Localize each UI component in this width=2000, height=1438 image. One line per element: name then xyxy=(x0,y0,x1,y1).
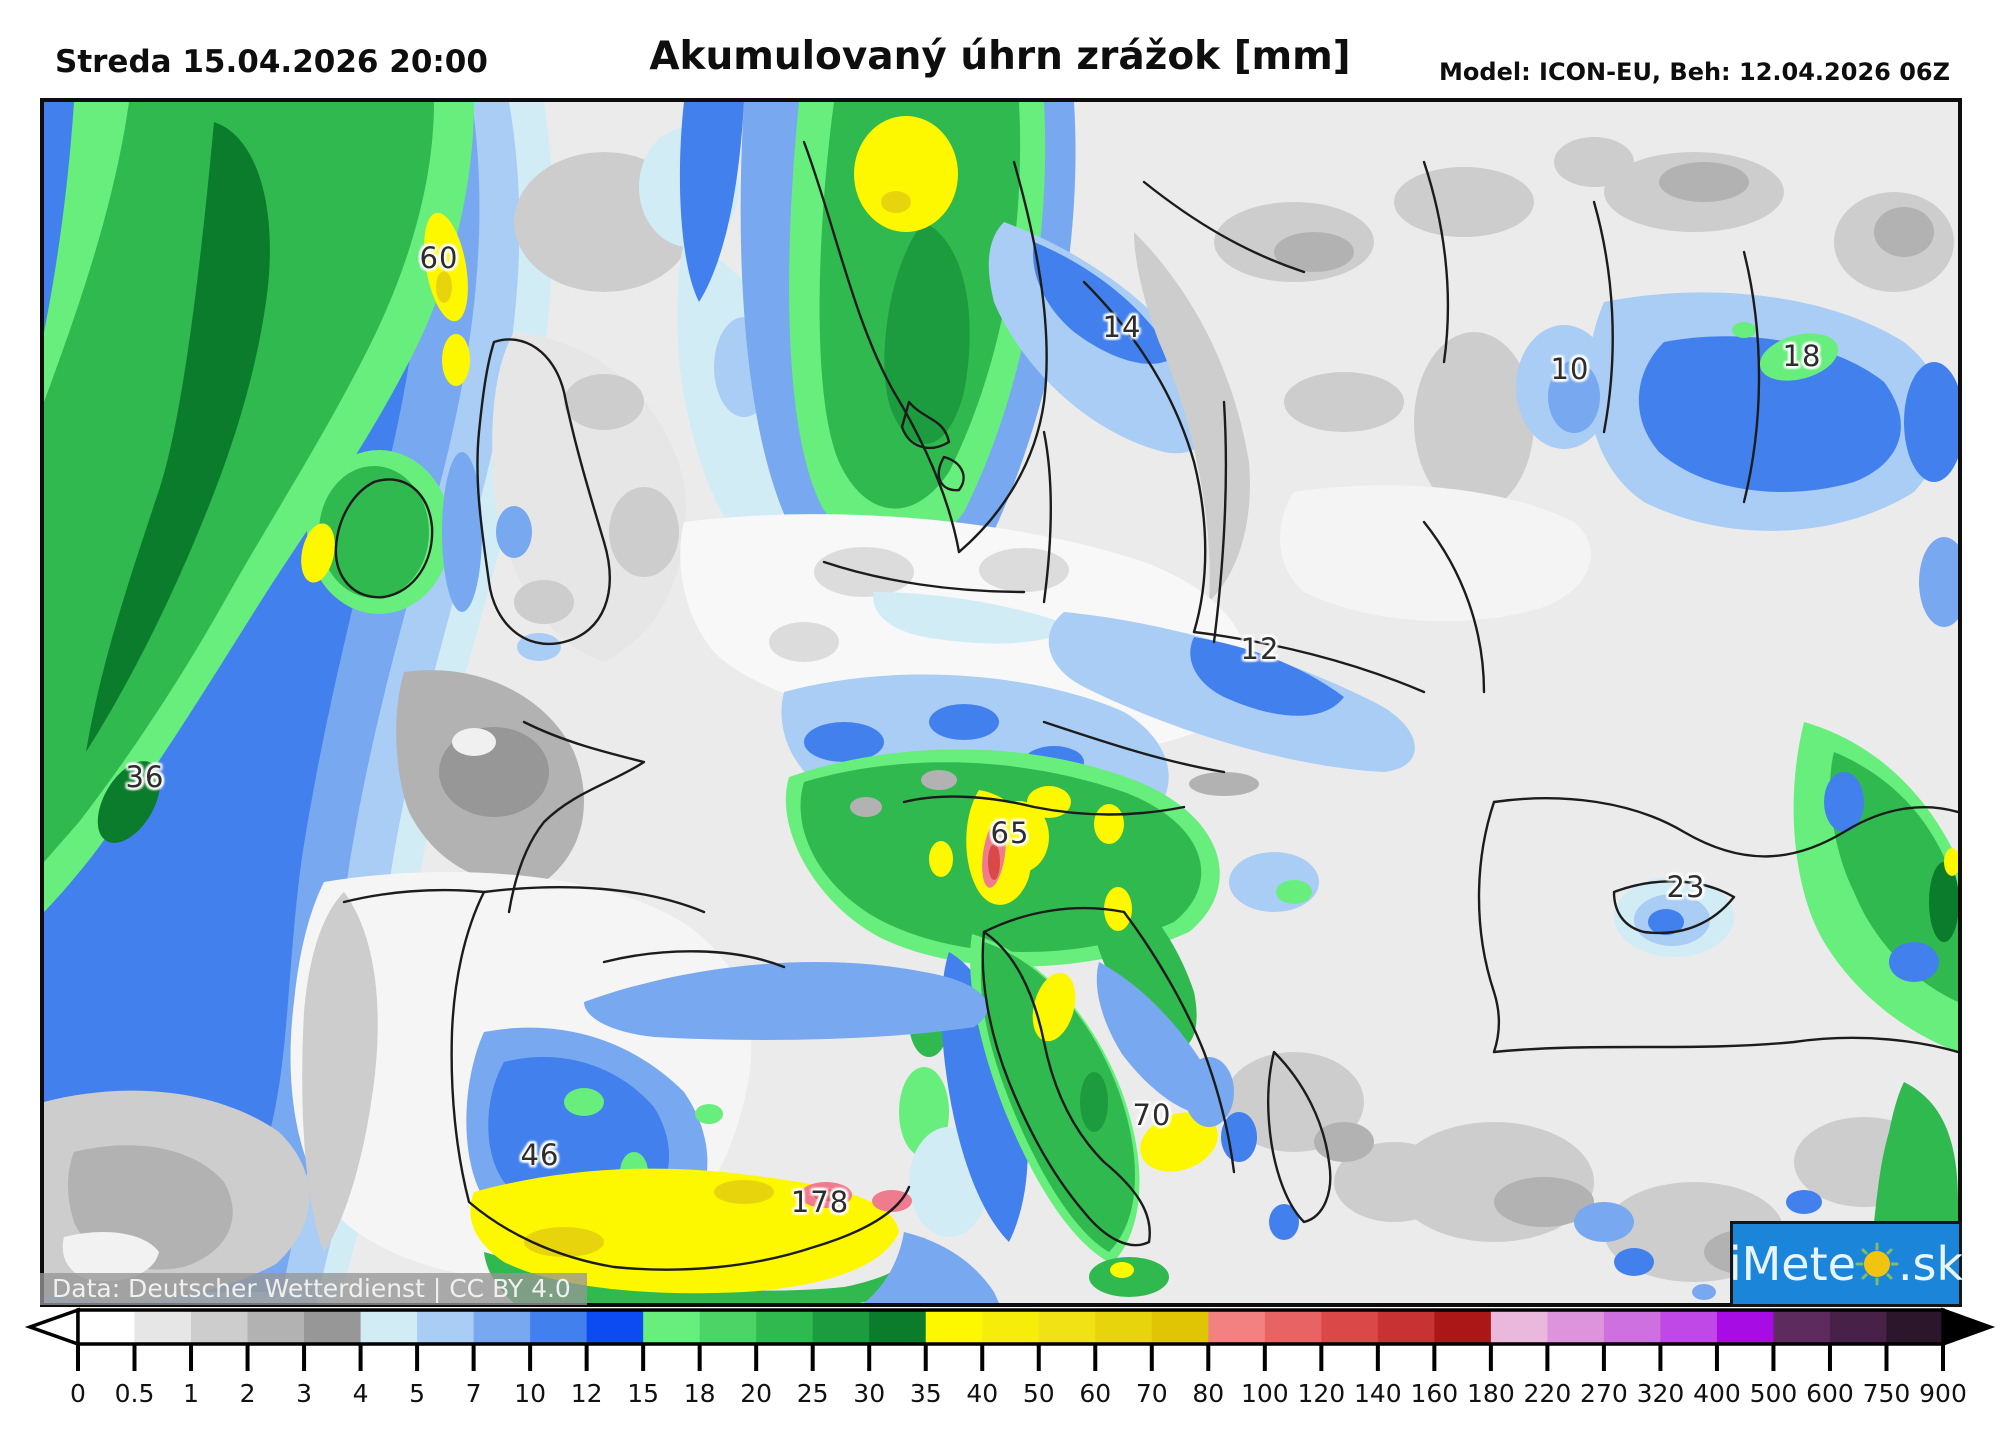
legend-bin xyxy=(1321,1310,1379,1344)
logo-text-post: .sk xyxy=(1897,1237,1964,1291)
legend-bin xyxy=(247,1310,305,1344)
legend-tick-label: 30 xyxy=(853,1379,885,1408)
legend-tick-label: 3 xyxy=(296,1379,312,1408)
legend-tick-label: 70 xyxy=(1136,1379,1168,1408)
legend-tick-label: 7 xyxy=(466,1379,482,1408)
legend-tick-label: 500 xyxy=(1750,1379,1798,1408)
legend-tick-label: 20 xyxy=(740,1379,772,1408)
legend-tick-label: 2 xyxy=(240,1379,256,1408)
legend-tick-label: 220 xyxy=(1524,1379,1572,1408)
legend-colorbar: 0 0.5 1 2 3 4 5 7 10 12 15 18 20 25 30 35 40 50 60 70 80 100 1… xyxy=(24,1307,1996,1408)
legend-tick-label: 0.5 xyxy=(115,1379,155,1408)
legend-bin xyxy=(78,1310,136,1344)
legend-bin xyxy=(1716,1310,1775,1344)
legend-bin xyxy=(417,1310,475,1344)
legend-bin xyxy=(1547,1310,1605,1344)
legend-tick-label: 900 xyxy=(1919,1379,1967,1408)
precipitation-field xyxy=(44,102,1958,1303)
legend-tick-label: 25 xyxy=(797,1379,829,1408)
legend-tick-label: 35 xyxy=(910,1379,942,1408)
legend-tick-label: 400 xyxy=(1693,1379,1741,1408)
legend-bin xyxy=(982,1310,1040,1344)
legend-bin xyxy=(1095,1310,1153,1344)
legend-bin xyxy=(756,1310,814,1344)
legend-bin xyxy=(812,1310,870,1344)
legend-bin xyxy=(1660,1310,1718,1344)
country-borders xyxy=(334,140,1958,1271)
legend-bin xyxy=(1151,1310,1209,1344)
precipitation-map: 60 14 10 18 36 12 65 23 46 70 178 Data: Deutscher … xyxy=(40,98,1964,1307)
legend-tick-label: 270 xyxy=(1580,1379,1628,1408)
legend-bin xyxy=(473,1310,531,1344)
model-run-info: Model: ICON-EU, Beh: 12.04.2026 06Z xyxy=(1439,58,1950,86)
legend-bar-border xyxy=(76,1308,1945,1346)
legend-bin xyxy=(1377,1310,1435,1344)
legend-bin xyxy=(134,1310,192,1344)
legend-bin xyxy=(643,1310,701,1344)
legend-tick-label: 100 xyxy=(1241,1379,1289,1408)
legend-bin xyxy=(699,1310,757,1344)
legend-bin xyxy=(530,1310,588,1344)
legend-bin xyxy=(925,1310,983,1344)
data-attribution: Data: Deutscher Wetterdienst | CC BY 4.0 xyxy=(40,1273,587,1305)
legend-tick-label: 750 xyxy=(1863,1379,1911,1408)
legend-bin xyxy=(1773,1310,1831,1344)
legend-tick-label: 140 xyxy=(1354,1379,1402,1408)
valid-datetime: Streda 15.04.2026 20:00 xyxy=(55,44,488,80)
legend-bin xyxy=(869,1310,927,1344)
legend-tick-label: 18 xyxy=(684,1379,716,1408)
legend-tick-label: 180 xyxy=(1467,1379,1515,1408)
legend-bin xyxy=(304,1310,362,1344)
legend-tick-label: 600 xyxy=(1806,1379,1854,1408)
legend-bin xyxy=(1264,1310,1322,1344)
legend-bin xyxy=(1038,1310,1096,1344)
legend-bin xyxy=(191,1310,249,1344)
legend-tick-label: 160 xyxy=(1411,1379,1459,1408)
legend-tick-label: 10 xyxy=(514,1379,546,1408)
legend-tick-label: 12 xyxy=(571,1379,603,1408)
legend-tick-label: 4 xyxy=(353,1379,369,1408)
legend-bin xyxy=(1208,1310,1266,1344)
legend-bin xyxy=(1829,1310,1888,1344)
page-title: Akumulovaný úhrn zrážok [mm] xyxy=(649,34,1351,79)
legend-tick-label: 60 xyxy=(1079,1379,1111,1408)
legend-tick-label: 320 xyxy=(1637,1379,1685,1408)
legend-tick-label: 40 xyxy=(966,1379,998,1408)
legend-bin xyxy=(1434,1310,1492,1344)
legend-bin xyxy=(1603,1310,1662,1344)
legend-tick-label: 80 xyxy=(1192,1379,1224,1408)
logo-text-pre: iMete xyxy=(1728,1237,1856,1291)
imeteo-logo: iMete .sk xyxy=(1728,1221,1964,1307)
legend-tick-label: 15 xyxy=(627,1379,659,1408)
legend-bin xyxy=(1886,1310,1944,1344)
legend-bin xyxy=(586,1310,644,1344)
legend-arrow-right xyxy=(1941,1307,1996,1347)
legend-tick-label: 0 xyxy=(70,1379,86,1408)
legend-tick-label: 5 xyxy=(409,1379,425,1408)
legend-arrow-left xyxy=(24,1307,80,1347)
legend-bin xyxy=(360,1310,418,1344)
sun-icon xyxy=(1855,1242,1899,1293)
legend-tick-label: 120 xyxy=(1297,1379,1345,1408)
legend-bin xyxy=(1490,1310,1548,1344)
legend-tick-label: 1 xyxy=(183,1379,199,1408)
legend-tick-label: 50 xyxy=(1023,1379,1055,1408)
